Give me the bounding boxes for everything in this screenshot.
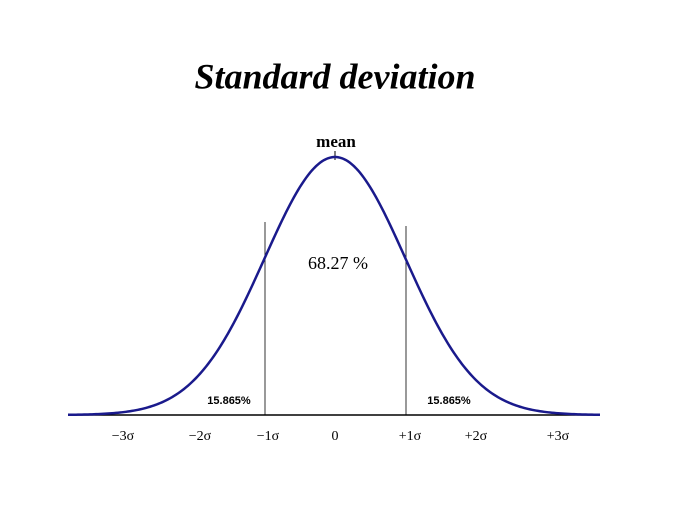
- title: Standard deviation: [194, 56, 475, 96]
- axis-label: +1σ: [399, 429, 422, 444]
- tail-label: 15.865%: [427, 395, 471, 407]
- axis-labels: −3σ −2σ −1σ 0 +1σ +2σ +3σ: [112, 429, 570, 444]
- axis-label: 0: [332, 429, 339, 444]
- axis-label: −1σ: [257, 429, 280, 444]
- tail-label: 15.865%: [207, 395, 251, 407]
- mean-label: mean: [316, 132, 356, 151]
- axis-label: +2σ: [465, 429, 488, 444]
- axis-label: +3σ: [547, 429, 570, 444]
- center-label: 68.27 %: [308, 253, 368, 273]
- axis-label: −3σ: [112, 429, 135, 444]
- axis-label: −2σ: [189, 429, 212, 444]
- normal-curve: [67, 155, 601, 417]
